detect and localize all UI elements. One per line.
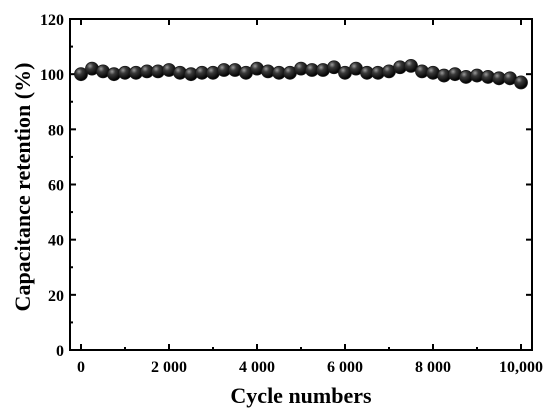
data-point xyxy=(74,67,88,82)
y-tick-label: 0 xyxy=(56,343,64,360)
x-tick-label: 6 000 xyxy=(327,359,363,376)
y-tick-label: 100 xyxy=(40,67,64,84)
x-tick-label: 10,000 xyxy=(499,359,543,376)
axes: 0 20 40 60 80 100 120 0 2 000 4 000 6 000 8 000 10,0… xyxy=(40,12,543,376)
y-tick-label: 80 xyxy=(48,122,64,139)
data-point xyxy=(514,75,528,90)
data-points xyxy=(74,58,528,90)
x-tick-label: 2 000 xyxy=(151,359,187,376)
y-tick-label: 40 xyxy=(48,233,64,250)
y-tick-label: 20 xyxy=(48,288,64,305)
x-tick-label: 4 000 xyxy=(239,359,275,376)
y-axis-title: Capacitance retention (%) xyxy=(10,63,35,312)
x-axis-title: Cycle numbers xyxy=(230,383,372,408)
data-point xyxy=(404,58,418,73)
x-tick-label: 0 xyxy=(77,359,85,376)
x-tick-label: 8 000 xyxy=(415,359,451,376)
y-tick-label: 120 xyxy=(40,12,64,29)
y-tick-label: 60 xyxy=(48,178,64,195)
data-point xyxy=(327,60,341,75)
